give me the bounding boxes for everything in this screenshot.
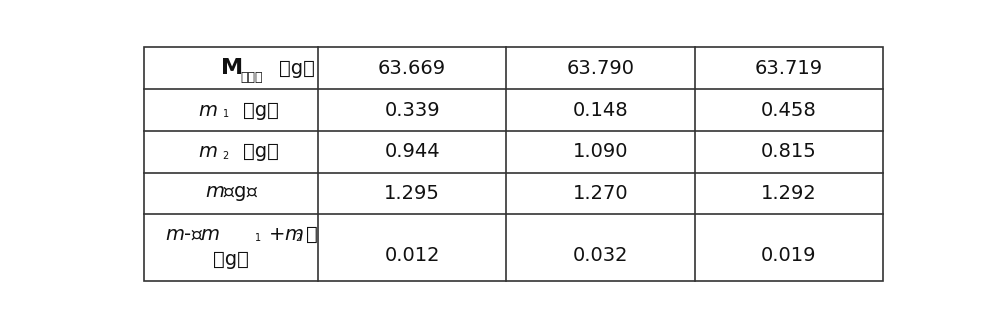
Text: （g）: （g） <box>243 142 279 161</box>
Text: （g）: （g） <box>243 100 279 120</box>
Text: （g）: （g） <box>213 250 249 269</box>
Text: $_2$: $_2$ <box>222 148 229 162</box>
Text: 0.012: 0.012 <box>384 246 440 266</box>
Text: 干主体: 干主体 <box>240 71 263 84</box>
Text: 0.944: 0.944 <box>384 142 440 161</box>
Text: 0.339: 0.339 <box>384 100 440 120</box>
Text: 1.270: 1.270 <box>573 184 628 203</box>
Text: ）: ） <box>306 225 318 244</box>
Text: 0.815: 0.815 <box>761 142 817 161</box>
Text: $m$（g）: $m$（g） <box>205 184 258 203</box>
Text: $m$: $m$ <box>198 142 218 161</box>
Text: 0.019: 0.019 <box>761 246 817 266</box>
Text: $m$-（$m$: $m$-（$m$ <box>165 225 220 244</box>
Text: $_1$: $_1$ <box>254 231 262 245</box>
Text: $\mathbf{M}$: $\mathbf{M}$ <box>220 58 242 78</box>
Text: 1.090: 1.090 <box>573 142 628 161</box>
Text: 63.790: 63.790 <box>566 59 634 78</box>
Text: 1.295: 1.295 <box>384 184 440 203</box>
Text: $_2$: $_2$ <box>295 231 303 245</box>
Text: （g）: （g） <box>279 59 315 78</box>
Text: 1.292: 1.292 <box>761 184 817 203</box>
Text: 0.458: 0.458 <box>761 100 817 120</box>
Text: 0.032: 0.032 <box>573 246 628 266</box>
Text: $_1$: $_1$ <box>222 106 229 120</box>
Text: 63.669: 63.669 <box>378 59 446 78</box>
Text: 0.148: 0.148 <box>573 100 628 120</box>
Text: $m$: $m$ <box>198 100 218 120</box>
Text: +$m$: +$m$ <box>268 225 304 244</box>
Text: 63.719: 63.719 <box>755 59 823 78</box>
